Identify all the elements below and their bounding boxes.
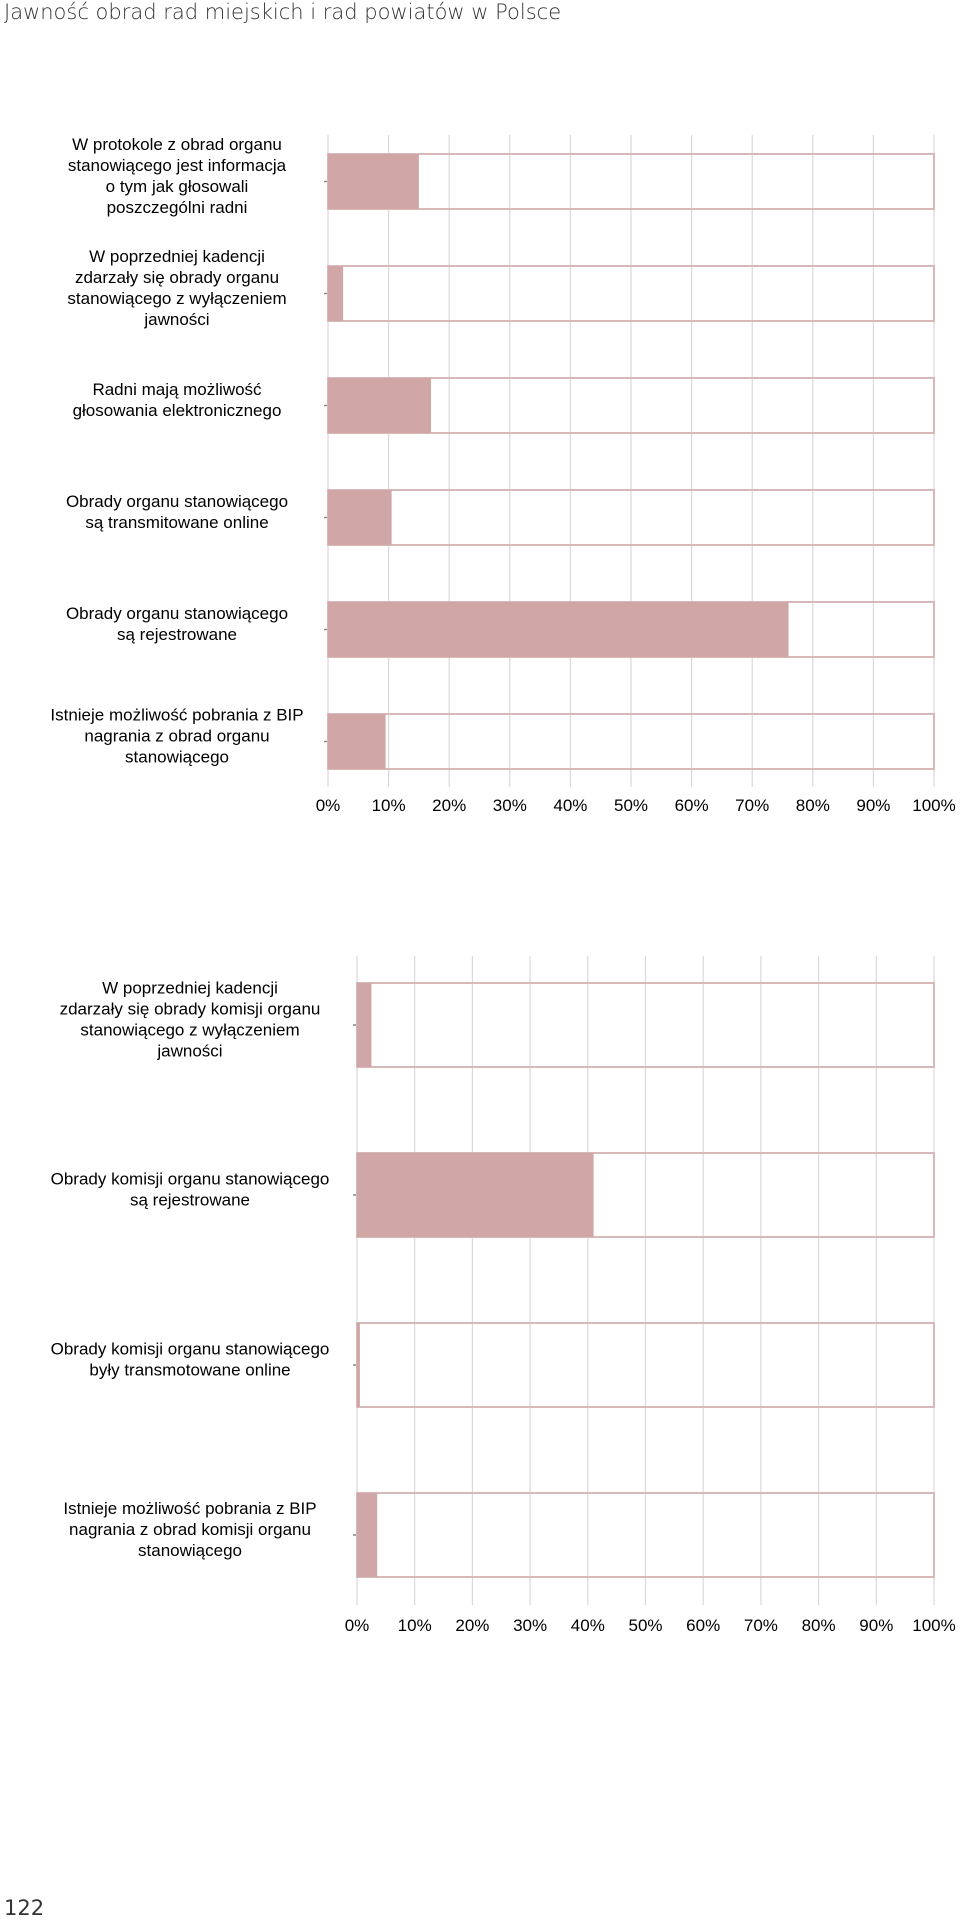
chart-1-category-label-0-line-2: o tym jak głosowali xyxy=(106,177,249,196)
chart-2-xtick-label-4: 40% xyxy=(571,1616,605,1635)
chart-1-category-label-2: Radni mają możliwość głosowania elektroni… xyxy=(73,380,282,420)
chart-1-category-label-4-line-1: są rejestrowane xyxy=(117,625,237,644)
chart-2-xtick-label-9: 90% xyxy=(859,1616,893,1635)
chart-2-category-label-1-line-0: Obrady komisji organu stanowiącego xyxy=(51,1170,330,1189)
chart-1-xtick-label-7: 70% xyxy=(735,796,769,815)
chart-1-xtick-label-0: 0% xyxy=(316,796,341,815)
page-number: 122 xyxy=(4,1896,45,1920)
chart-1-bar-0 xyxy=(328,154,419,209)
chart-1-category-label-0-line-1: stanowiącego jest informacja xyxy=(68,156,287,175)
chart-2-category-label-3-line-0: Istnieje możliwość pobrania z BIP xyxy=(63,1499,316,1518)
chart-2-category-label-2: Obrady komisji organu stanowiącego były t… xyxy=(51,1340,330,1380)
chart-1-xtick-label-3: 30% xyxy=(493,796,527,815)
chart-2-category-label-3-line-1: nagrania z obrad komisji organu xyxy=(69,1520,311,1539)
chart-2-xtick-label-6: 60% xyxy=(686,1616,720,1635)
chart-2-category-label-1: Obrady komisji organu stanowiącego są rej… xyxy=(51,1170,330,1210)
chart-1-xtick-label-1: 10% xyxy=(372,796,406,815)
chart-2-category-label-0-line-2: stanowiącego z wyłączeniem xyxy=(80,1021,299,1040)
chart-1-category-label-3-line-1: są transmitowane online xyxy=(85,513,268,532)
chart-1-xtick-label-4: 40% xyxy=(553,796,587,815)
chart-2-xtick-label-0: 0% xyxy=(345,1616,370,1635)
chart-1-xtick-label-6: 60% xyxy=(675,796,709,815)
chart-1-category-label-1: W poprzedniej kadencji zdarzały się obrad… xyxy=(67,247,286,329)
chart-1-xtick-label-5: 50% xyxy=(614,796,648,815)
chart-1-grid xyxy=(327,135,935,787)
chart-2-xtick-label-8: 80% xyxy=(802,1616,836,1635)
chart-2-category-label-2-line-0: Obrady komisji organu stanowiącego xyxy=(51,1340,330,1359)
chart-1-category-label-1-line-2: stanowiącego z wyłączeniem xyxy=(67,289,286,308)
chart-1-category-label-5-line-0: Istnieje możliwość pobrania z BIP xyxy=(50,706,303,725)
chart-1-xtick-label-2: 20% xyxy=(432,796,466,815)
chart-council-sessions: W protokole z obrad organu stanowiącego j… xyxy=(50,135,956,815)
chart-1-xtick-label-8: 80% xyxy=(796,796,830,815)
chart-2-bar-3 xyxy=(357,1493,378,1577)
chart-2-xtick-label-5: 50% xyxy=(628,1616,662,1635)
chart-1-category-label-1-line-0: W poprzedniej kadencji xyxy=(89,247,265,266)
chart-2-bar-0 xyxy=(357,983,372,1067)
chart-2-bar-1 xyxy=(357,1153,594,1237)
chart-2-category-label-0-line-3: jawności xyxy=(156,1042,222,1061)
chart-1-category-label-3-line-0: Obrady organu stanowiącego xyxy=(66,492,288,511)
chart-1-category-label-1-line-3: jawności xyxy=(143,310,209,329)
chart-2-bar-2 xyxy=(357,1323,360,1407)
chart-1-category-label-4: Obrady organu stanowiącego są rejestrowan… xyxy=(66,604,288,644)
chart-2-category-label-1-line-1: są rejestrowane xyxy=(130,1191,250,1210)
chart-2-xtick-label-2: 20% xyxy=(455,1616,489,1635)
chart-2-category-label-3-line-2: stanowiącego xyxy=(138,1541,242,1560)
chart-1-category-label-5-line-1: nagrania z obrad organu xyxy=(84,727,269,746)
chart-1-bar-3 xyxy=(328,490,392,545)
chart-1-category-label-5: Istnieje możliwość pobrania z BIP nagrani… xyxy=(50,706,303,767)
chart-2-xtick-label-1: 10% xyxy=(398,1616,432,1635)
chart-1-category-label-4-line-0: Obrady organu stanowiącego xyxy=(66,604,288,623)
chart-1-category-label-5-line-2: stanowiącego xyxy=(125,748,229,767)
chart-1-category-label-0: W protokole z obrad organu stanowiącego j… xyxy=(68,135,287,217)
chart-1-category-label-2-line-0: Radni mają możliwość xyxy=(92,380,262,399)
chart-1-xtick-label-9: 90% xyxy=(856,796,890,815)
chart-1-category-label-0-line-3: poszczególni radni xyxy=(107,198,248,217)
chart-2-category-label-0-line-1: zdarzały się obrady komisji organu xyxy=(60,1000,321,1019)
chart-committee-sessions: W poprzedniej kadencji zdarzały się obrad… xyxy=(51,956,956,1635)
chart-2-grid xyxy=(356,956,935,1605)
chart-1-category-label-0-line-0: W protokole z obrad organu xyxy=(72,135,282,154)
chart-2-category-label-2-line-1: były transmotowane online xyxy=(89,1361,290,1380)
page-header-title: Jawność obrad rad miejskich i rad powiat… xyxy=(4,0,562,24)
chart-1-category-label-3: Obrady organu stanowiącego są transmitowa… xyxy=(66,492,288,532)
chart-1-category-label-1-line-1: zdarzały się obrady organu xyxy=(75,268,279,287)
chart-2-category-label-0-line-0: W poprzedniej kadencji xyxy=(102,979,278,998)
chart-2-xtick-label-3: 30% xyxy=(513,1616,547,1635)
chart-1-bar-4 xyxy=(328,602,789,657)
chart-1-category-label-2-line-1: głosowania elektronicznego xyxy=(73,401,282,420)
chart-2-xtick-label-7: 70% xyxy=(744,1616,778,1635)
chart-2-xtick-label-10: 100% xyxy=(912,1616,955,1635)
chart-1-bar-2 xyxy=(328,378,432,433)
chart-2-category-label-0: W poprzedniej kadencji zdarzały się obrad… xyxy=(60,979,321,1061)
chart-1-bar-5 xyxy=(328,714,386,769)
chart-2-category-label-3: Istnieje możliwość pobrania z BIP nagrani… xyxy=(63,1499,316,1560)
chart-1-xtick-label-10: 100% xyxy=(912,796,955,815)
chart-1-bar-1 xyxy=(328,266,344,321)
